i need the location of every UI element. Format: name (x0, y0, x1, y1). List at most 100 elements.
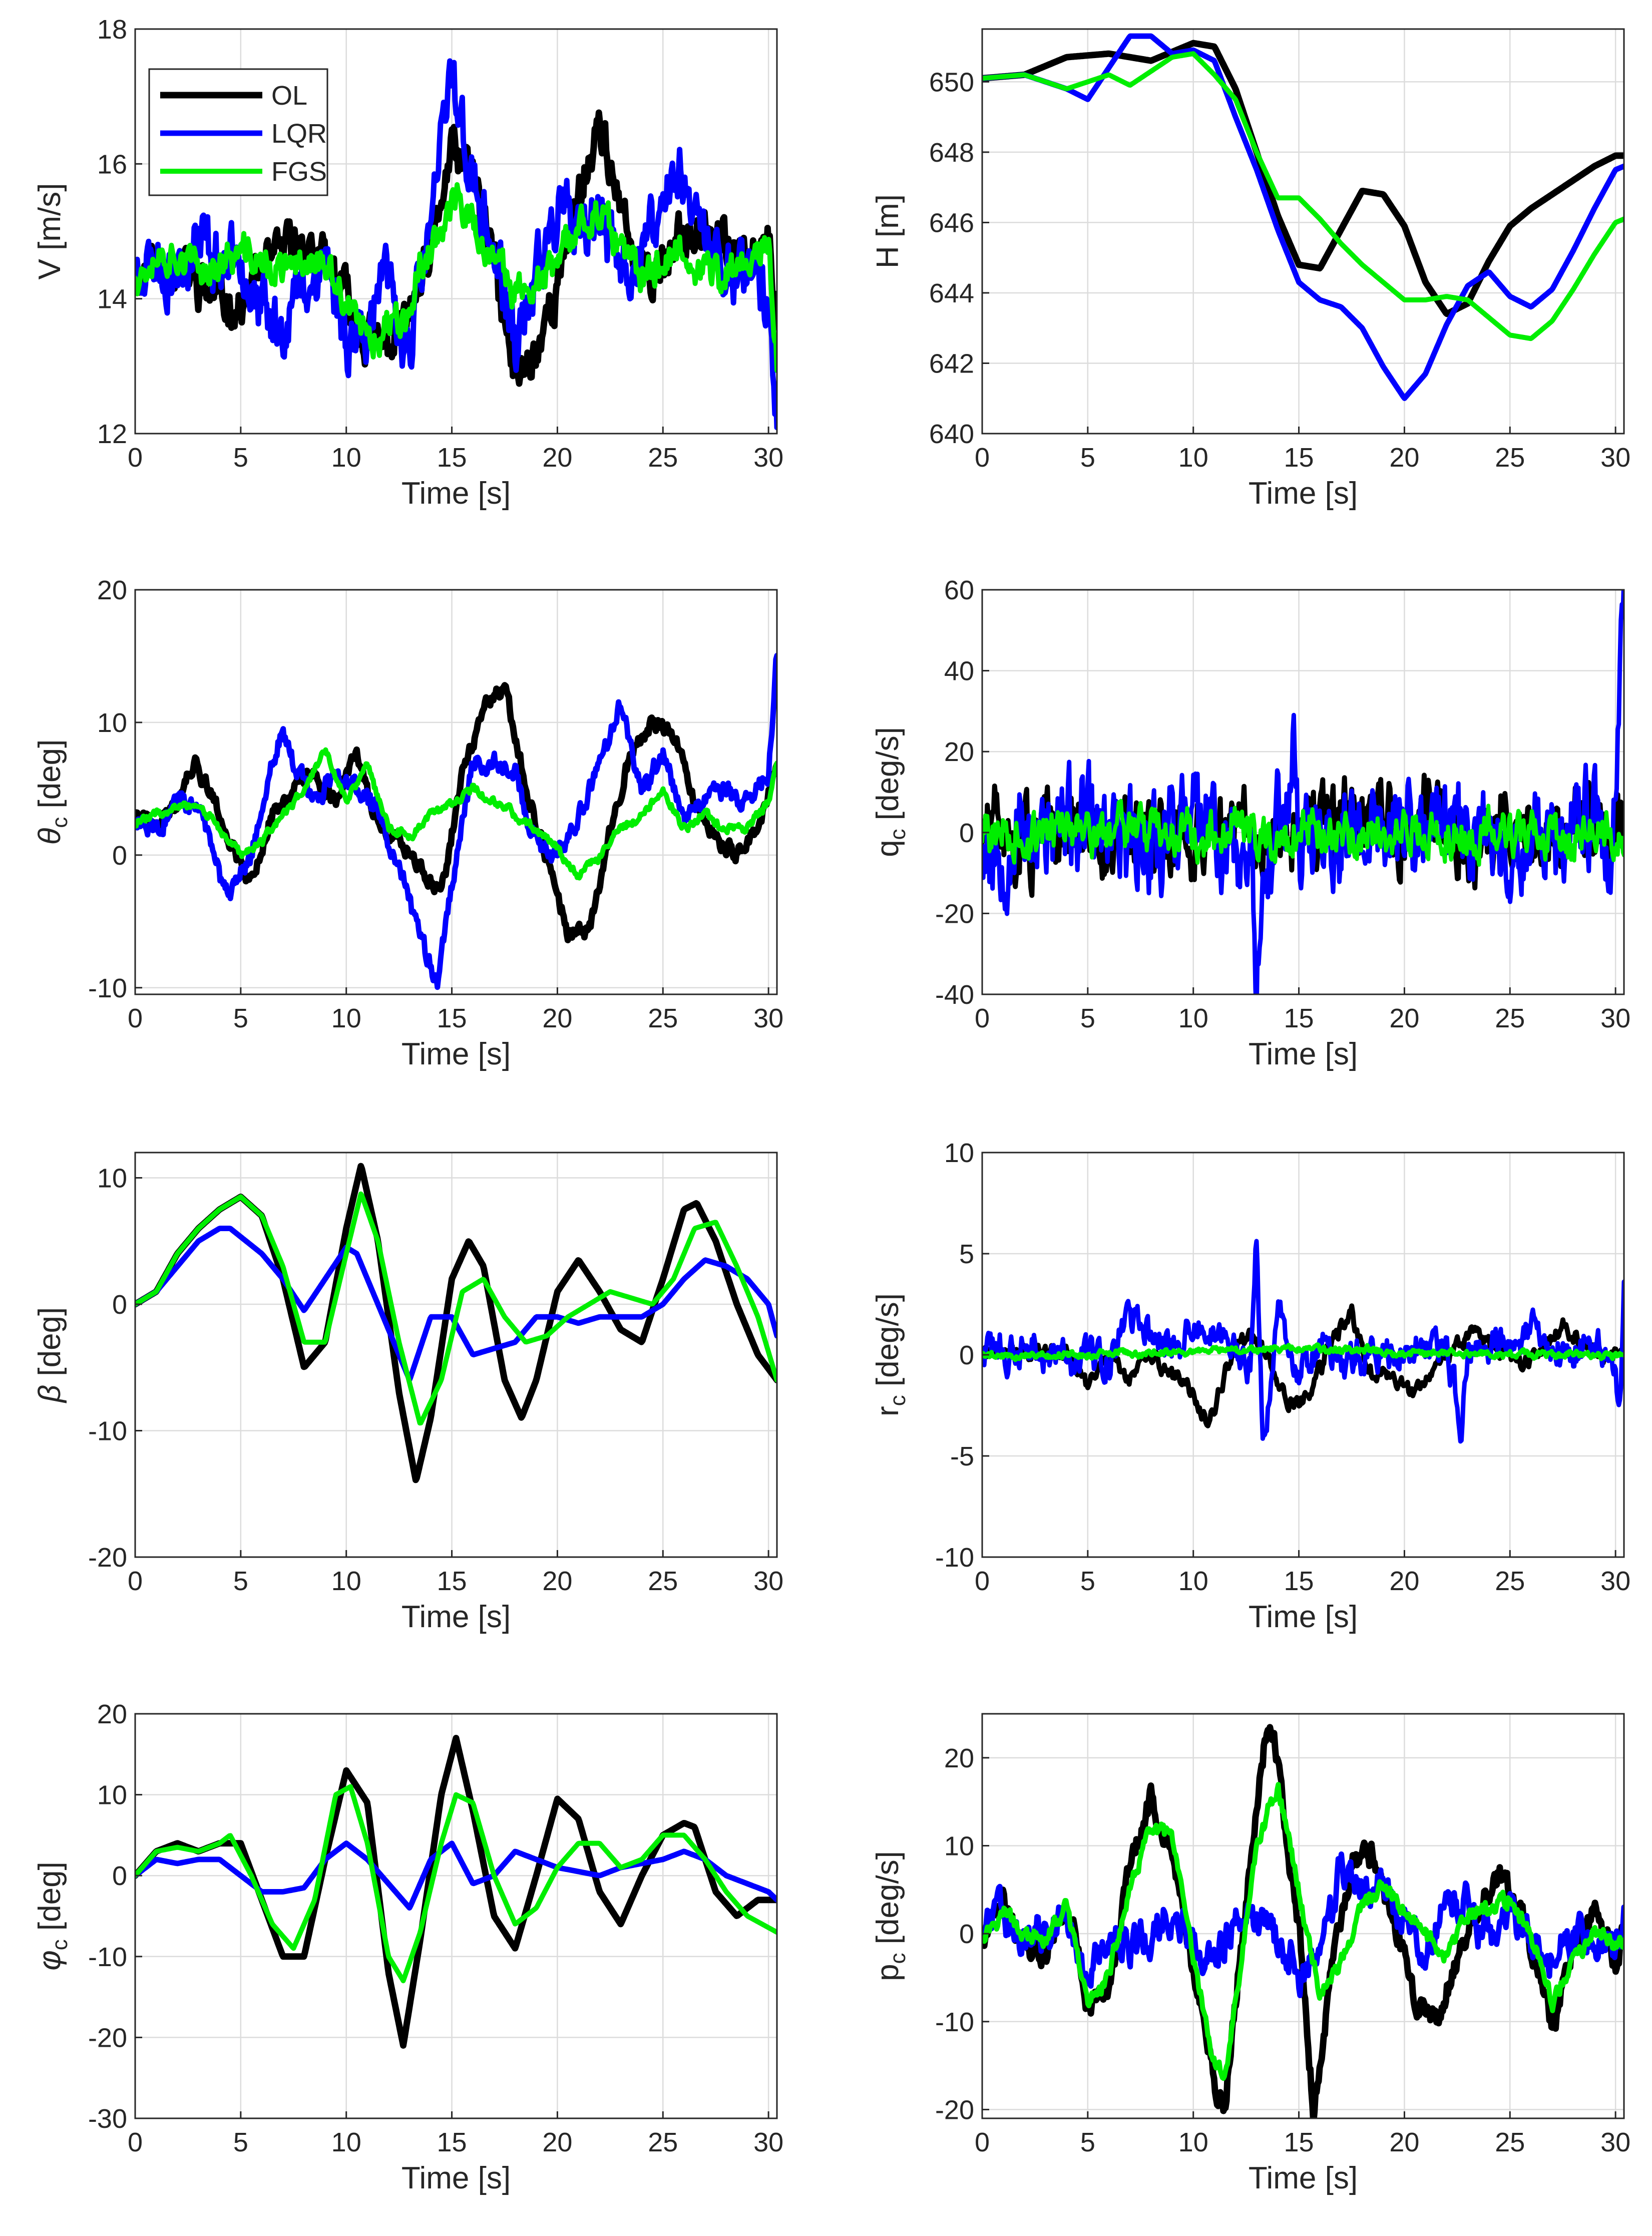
x-tick-label: 10 (331, 2127, 361, 2157)
y-tick-label: 10 (944, 1831, 974, 1861)
x-tick-label: 30 (753, 1003, 783, 1033)
series-group (982, 33, 1624, 401)
x-tick-label: 25 (648, 1003, 678, 1033)
series-group (982, 1239, 1624, 1444)
x-tick-label: 15 (437, 2127, 467, 2157)
y-tick-label: -10 (935, 1543, 974, 1573)
x-tick-label: 20 (542, 2127, 572, 2157)
series-line-fgs (135, 747, 777, 881)
y-tick-label: 60 (944, 575, 974, 605)
series-group (135, 1163, 777, 1483)
y-tick-label: 20 (97, 1699, 127, 1729)
legend-label-ol: OL (271, 81, 307, 111)
y-tick-label: 20 (944, 1743, 974, 1773)
x-axis-label: Time [s] (401, 1600, 511, 1634)
x-tick-label: 15 (437, 443, 467, 473)
axes-box (134, 1152, 778, 1558)
y-tick-label: 18 (97, 15, 127, 45)
y-axis-label-symbol: θ (33, 828, 67, 845)
y-axis-label-unit: [deg] (33, 1861, 67, 1939)
y-axis-label-symbol: q (871, 840, 905, 857)
series-group (135, 652, 777, 990)
x-tick-label: 10 (1178, 443, 1208, 473)
y-axis-label: qc [deg/s] (871, 727, 910, 857)
x-tick-label: 30 (1600, 1566, 1630, 1596)
axes-box (134, 589, 778, 995)
series-group (982, 590, 1624, 994)
y-axis-label: rc [deg/s] (871, 1293, 910, 1416)
subplot-q: 0 5 10 15 20 25 30 -40 -20 0 20 40 60 Time [s] qc [deg… (871, 575, 1630, 1071)
x-axis-label: Time [s] (401, 1037, 511, 1071)
y-tick-label: 10 (97, 1164, 127, 1194)
series-line-fgs (982, 1782, 1624, 2081)
x-tick-label: 15 (1284, 443, 1314, 473)
x-tick-label: 30 (1600, 1003, 1630, 1033)
x-tick-label: 30 (1600, 443, 1630, 473)
y-tick-label: 0 (959, 818, 974, 848)
y-axis-label-unit: [deg] (33, 1307, 67, 1385)
y-axis-label-unit: [deg/s] (871, 1293, 905, 1395)
subplot-grid: 0 5 10 15 20 25 30 12 14 16 18 Time [s] V [m/s] OL LQR… (33, 15, 1630, 2195)
series-line-lqr (982, 1851, 1624, 1998)
x-tick-label: 5 (1080, 443, 1095, 473)
y-axis-label: φc [deg] (33, 1861, 72, 1971)
x-tick-label: 15 (1284, 2127, 1314, 2157)
y-tick-label: -10 (88, 973, 127, 1003)
series-line-lqr (135, 58, 777, 431)
series-line-fgs (135, 1784, 777, 1984)
y-axis-label-subscript: c (886, 1395, 910, 1406)
x-tick-label: 5 (233, 2127, 248, 2157)
y-tick-label: 40 (944, 656, 974, 686)
x-tick-label: 30 (753, 1566, 783, 1596)
subplot-beta: 0 5 10 15 20 25 30 -20 -10 0 10 Time [s] β [deg] (33, 1152, 783, 1634)
y-tick-label: 0 (959, 1340, 974, 1370)
series-line-lqr (982, 33, 1624, 401)
x-tick-label: 5 (1080, 2127, 1095, 2157)
x-tick-label: 10 (1178, 2127, 1208, 2157)
series-line-ol (982, 1303, 1624, 1428)
x-tick-label: 0 (128, 2127, 143, 2157)
y-tick-label: -40 (935, 980, 974, 1010)
plot-area (135, 590, 777, 994)
y-tick-label: 0 (112, 1290, 127, 1320)
x-tick-label: 20 (542, 1003, 572, 1033)
x-tick-label: 20 (1389, 1003, 1419, 1033)
x-tick-label: 0 (128, 1566, 143, 1596)
y-tick-label: 640 (929, 419, 974, 449)
series-group (982, 1724, 1624, 2118)
x-tick-label: 20 (1389, 1566, 1419, 1596)
series-line-lqr (982, 1239, 1624, 1444)
x-tick-label: 5 (233, 1566, 248, 1596)
x-tick-label: 20 (1389, 2127, 1419, 2157)
series-line-lqr (135, 1840, 777, 1911)
y-axis-label-unit: [deg] (33, 739, 67, 817)
y-tick-label: 0 (112, 841, 127, 871)
x-tick-label: 10 (331, 1003, 361, 1033)
subplot-p: 0 5 10 15 20 25 30 -20 -10 0 10 20 Time [s] pc [deg/s… (871, 1713, 1630, 2195)
plot-area (982, 29, 1624, 434)
y-tick-label: 0 (112, 1861, 127, 1891)
legend-label-fgs: FGS (271, 157, 327, 187)
y-tick-label: -20 (935, 899, 974, 929)
y-axis-label: V [m/s] (33, 183, 67, 280)
subplot-V: 0 5 10 15 20 25 30 12 14 16 18 Time [s] V [m/s] OL LQR… (33, 15, 783, 511)
x-tick-label: 30 (753, 443, 783, 473)
y-tick-label: 10 (97, 708, 127, 738)
subplot-H: 0 5 10 15 20 25 30 640 642 644 646 648 650 Time [s] H … (871, 28, 1630, 511)
x-tick-label: 25 (1495, 2127, 1525, 2157)
y-axis-label: pc [deg/s] (871, 1851, 910, 1981)
y-tick-label: 20 (97, 575, 127, 605)
x-tick-label: 0 (128, 1003, 143, 1033)
y-tick-label: -20 (935, 2095, 974, 2125)
y-axis-label-symbol: φ (33, 1950, 67, 1970)
x-tick-label: 5 (1080, 1566, 1095, 1596)
series-line-ol (135, 1735, 777, 2049)
y-axis-label: H [m] (871, 194, 905, 268)
x-tick-label: 5 (233, 1003, 248, 1033)
series-group (135, 1735, 777, 2049)
x-axis-label: Time [s] (401, 476, 511, 511)
x-tick-label: 15 (1284, 1003, 1314, 1033)
x-tick-label: 0 (128, 443, 143, 473)
